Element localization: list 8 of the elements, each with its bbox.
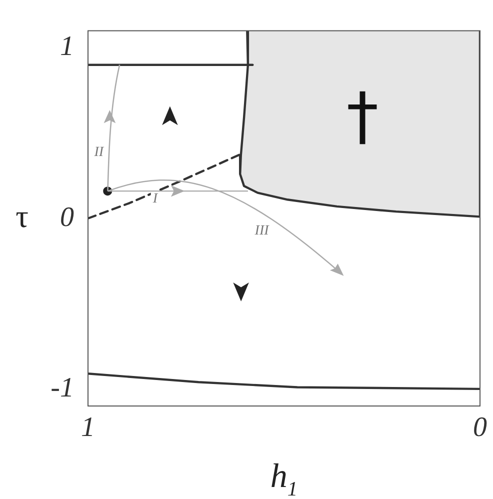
annotation: II [93, 145, 105, 160]
annotation: III [254, 223, 270, 238]
y-tick-label: -1 [50, 372, 74, 404]
annotation: † [346, 80, 378, 154]
y-axis-title: τ [16, 198, 29, 234]
annotation: I [152, 191, 159, 206]
y-tick-label: 0 [60, 202, 74, 233]
y-tick-label: 1 [60, 31, 74, 62]
